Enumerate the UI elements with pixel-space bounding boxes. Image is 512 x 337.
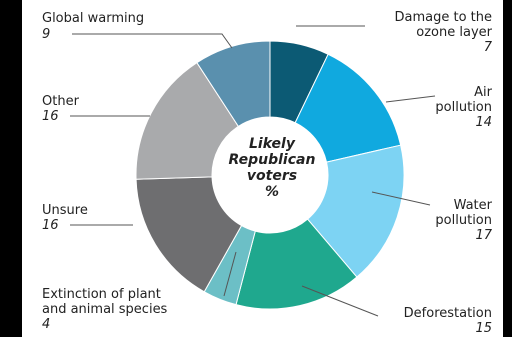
label-other: Other [42,94,79,109]
value-global-warming: 9 [42,27,51,42]
label-water-line2: pollution [435,213,492,228]
value-unsure: 16 [42,218,59,233]
value-water: 17 [475,228,492,243]
donut-hole [212,117,328,233]
label-ozone-line2: ozone layer [416,25,492,40]
leader-line-global-warming [72,33,233,49]
label-unsure: Unsure [42,203,88,218]
leader-lines [70,25,436,317]
leader-line-air [385,95,436,103]
left-border [0,0,22,337]
label-ozone-line1: Damage to the [394,10,492,25]
donut-slices [135,40,405,310]
leader-line-deforestation [301,285,379,317]
value-other: 16 [42,109,59,124]
label-air-line2: pollution [435,100,492,115]
label-extinction-line2: and animal species [42,302,168,317]
right-border [503,0,512,337]
label-deforestation: Deforestation [403,306,492,321]
label-extinction-line1: Extinction of plant [42,287,161,302]
label-global-warming: Global warming [42,11,145,26]
value-deforestation: 15 [475,321,492,336]
label-water-line1: Water [453,198,492,213]
value-ozone: 7 [483,40,492,55]
leader-line-water [371,191,431,206]
value-extinction: 4 [42,317,51,332]
center-line-3: voters [246,168,298,184]
center-line-1: Likely [249,136,295,152]
center-title: Likely Republican voters % [224,136,320,200]
value-air: 14 [475,115,492,130]
leader-line-extinction [223,251,237,297]
label-air-line1: Air [474,85,492,100]
center-line-2: Republican [228,152,316,168]
center-line-4: % [264,184,280,200]
